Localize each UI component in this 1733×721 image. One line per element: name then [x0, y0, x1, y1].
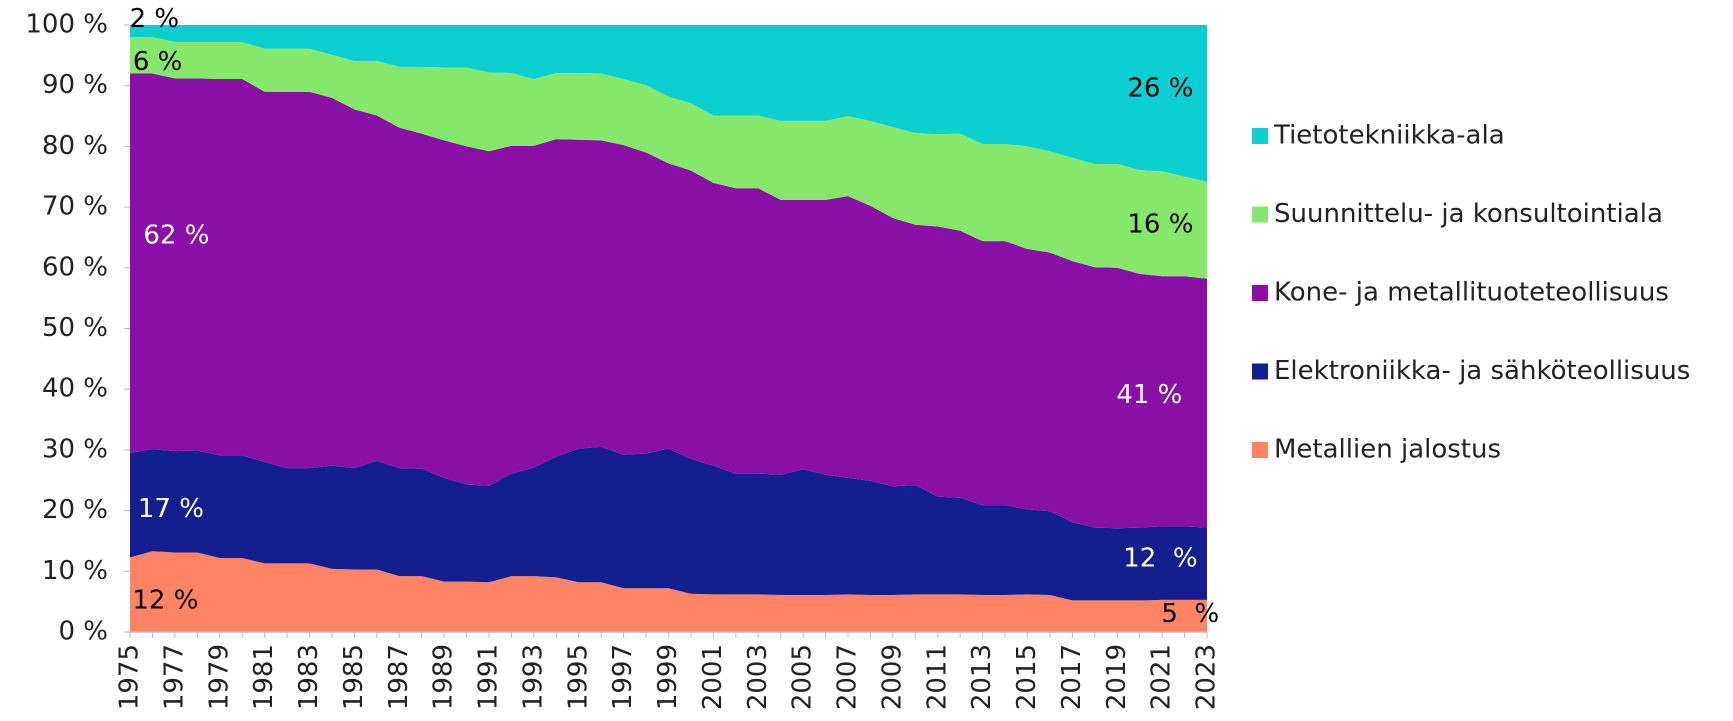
x-tick-label: 1991 — [474, 644, 504, 710]
x-tick-label: 1981 — [249, 644, 279, 710]
area — [130, 73, 1207, 529]
annotation: 26 % — [1127, 74, 1193, 104]
legend-label: Metallien jalostus — [1274, 435, 1501, 465]
y-tick-label: 60 % — [42, 252, 108, 282]
x-tick-label: 2001 — [698, 644, 728, 710]
y-tick-label: 20 % — [42, 495, 108, 525]
legend-label: Elektroniikka- ja sähköteollisuus — [1274, 356, 1690, 386]
x-tick-label: 1987 — [384, 644, 414, 710]
area — [130, 25, 1207, 182]
x-tick-label: 2011 — [922, 644, 952, 710]
x-tick-label: 2021 — [1147, 644, 1177, 710]
x-tick-label: 1983 — [294, 644, 324, 710]
annotation: 16 % — [1127, 210, 1193, 240]
annotation: 12 % — [1123, 544, 1197, 574]
legend-swatch — [1252, 363, 1268, 380]
x-tick-label: 1989 — [429, 644, 459, 710]
annotation: 6 % — [133, 47, 183, 77]
legend-label: Kone- ja metallituoteteollisuus — [1274, 278, 1669, 308]
x-tick-label: 2019 — [1102, 644, 1132, 710]
area — [130, 446, 1207, 601]
y-tick-label: 70 % — [42, 192, 108, 222]
annotation: 62 % — [143, 221, 209, 251]
annotation: 41 % — [1116, 380, 1182, 410]
y-tick-label: 0 % — [58, 617, 108, 647]
x-tick-label: 2003 — [743, 644, 773, 710]
annotation: 2 % — [130, 4, 180, 34]
legend-label: Tietotekniikka-ala — [1273, 121, 1505, 151]
area — [130, 37, 1207, 279]
y-tick-label: 30 % — [42, 434, 108, 464]
y-tick-label: 80 % — [42, 131, 108, 161]
y-tick-label: 50 % — [42, 313, 108, 343]
x-tick-label: 1995 — [563, 644, 593, 710]
legend-swatch — [1252, 206, 1268, 223]
x-tick-label: 1999 — [653, 644, 683, 710]
x-tick-label: 1977 — [159, 644, 189, 710]
annotation: 17 % — [138, 494, 204, 524]
x-tick-label: 1985 — [339, 644, 369, 710]
annotation: 12 % — [132, 586, 198, 616]
legend-label: Suunnittelu- ja konsultointiala — [1274, 199, 1663, 229]
x-tick-label: 1979 — [204, 644, 234, 710]
area — [130, 551, 1207, 632]
x-tick-label: 2017 — [1057, 644, 1087, 710]
x-tick-label: 2005 — [788, 644, 818, 710]
legend-swatch — [1252, 285, 1268, 301]
y-tick-label: 100 % — [25, 10, 108, 40]
x-tick-label: 2023 — [1192, 644, 1222, 710]
y-tick-label: 40 % — [42, 374, 108, 404]
x-tick-label: 2013 — [967, 644, 997, 710]
legend-swatch — [1252, 128, 1268, 144]
y-tick-label: 10 % — [42, 556, 108, 586]
legend-swatch — [1252, 442, 1268, 458]
x-tick-label: 1975 — [115, 644, 145, 710]
x-tick-label: 2007 — [833, 644, 863, 710]
y-tick-label: 90 % — [42, 70, 108, 100]
x-tick-label: 1993 — [518, 644, 548, 710]
x-tick-label: 2015 — [1012, 644, 1042, 710]
annotation: 5 % — [1161, 599, 1219, 629]
x-tick-label: 1997 — [608, 644, 638, 710]
x-tick-label: 2009 — [877, 644, 907, 710]
